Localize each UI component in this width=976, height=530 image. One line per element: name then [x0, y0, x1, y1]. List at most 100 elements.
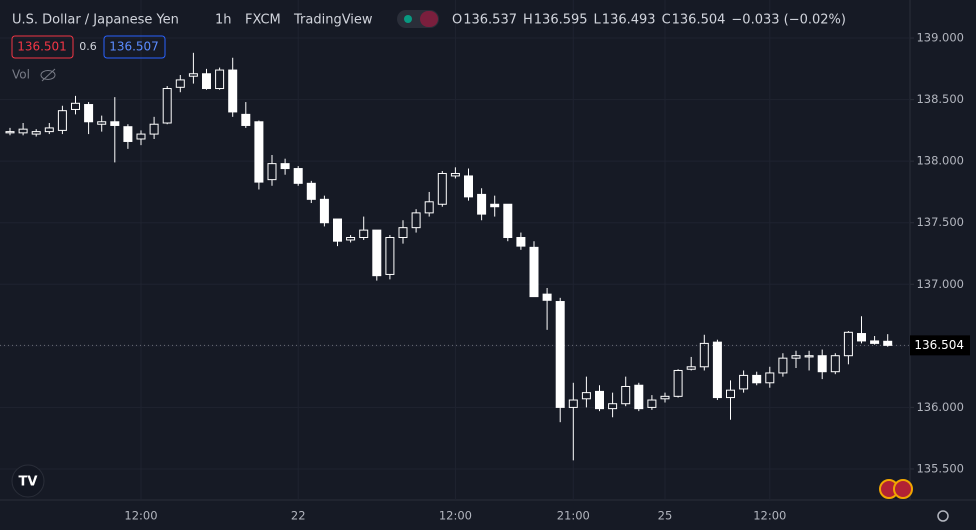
last-price-label: 136.504	[914, 338, 964, 352]
candle-body-up	[804, 355, 814, 358]
candle-body-up	[843, 331, 853, 357]
ask-box[interactable]	[103, 35, 166, 59]
candle-body-down	[817, 355, 827, 373]
last-price-badge	[910, 335, 970, 356]
ohlc-value: 136.595	[534, 13, 588, 28]
candle-body-down	[228, 69, 238, 113]
candle-body-up	[359, 229, 369, 239]
candle-body-up	[739, 374, 749, 390]
candle-body-up	[136, 133, 146, 140]
candle-body-up	[568, 399, 578, 408]
candle-body-down	[84, 104, 94, 123]
candle-body-down	[503, 203, 513, 239]
candle-body-up	[673, 369, 683, 397]
candle-body-down	[293, 168, 303, 184]
candle-body-down	[280, 163, 290, 170]
candle-body-up	[5, 131, 15, 134]
candle-body-down	[123, 126, 133, 142]
candle-body-up	[699, 342, 709, 368]
hide-icon[interactable]	[40, 68, 56, 82]
candle-body-up	[188, 73, 198, 77]
x-tick-label: 22	[291, 509, 306, 523]
y-tick-label: 138.000	[916, 154, 964, 168]
symbol-title: U.S. Dollar / Japanese Yen	[12, 13, 179, 28]
x-tick-label: 21:00	[557, 509, 590, 523]
x-tick-label: 12:00	[439, 509, 472, 523]
candle-body-down	[883, 340, 893, 346]
y-tick-label: 137.500	[916, 215, 964, 229]
tv-logo: TV	[11, 464, 45, 498]
candle-body-up	[411, 212, 421, 229]
candle-body-up	[647, 399, 657, 408]
candle-body-down	[857, 333, 866, 342]
settings-icon[interactable]	[937, 510, 949, 522]
candle-body-down	[333, 218, 342, 242]
candle-body-up	[726, 389, 735, 399]
y-tick-label: 136.000	[916, 400, 964, 414]
candle-body-down	[542, 293, 552, 301]
candle-body-down	[306, 182, 316, 200]
candle-body-up	[791, 355, 801, 359]
candle-body-up	[162, 88, 172, 124]
candle-body-down	[241, 113, 251, 126]
platform: TradingView	[293, 13, 373, 28]
candle-body-up	[267, 163, 277, 181]
candle-body-up	[31, 131, 41, 135]
candle-body-down	[595, 390, 604, 410]
candle-body-up	[215, 69, 225, 90]
candle-body-down	[712, 341, 722, 399]
svg-text:TV: TV	[19, 475, 38, 490]
candle-body-up	[18, 128, 28, 134]
candle-body-down	[516, 237, 526, 247]
candle-body-down	[464, 175, 473, 198]
y-tick-label: 138.500	[916, 92, 964, 106]
ohlc-value: 136.504	[672, 13, 726, 28]
ohlc-label: L	[594, 13, 602, 28]
bid-box[interactable]	[11, 35, 74, 59]
candle-body-up	[765, 372, 775, 384]
candle-body-up	[450, 172, 460, 177]
candle-body-down	[254, 121, 264, 183]
status-dot	[404, 15, 412, 23]
candle-body-down	[555, 301, 565, 408]
source: FXCM	[245, 13, 281, 28]
candle-body-down	[319, 198, 329, 224]
candle-body-down	[634, 384, 644, 410]
x-tick-label: 12:00	[753, 509, 786, 523]
candle-body-up	[175, 79, 185, 88]
candle-body-up	[621, 385, 631, 405]
candle-body-up	[57, 110, 67, 131]
candle-body-up	[660, 395, 670, 400]
ohlc-label: C	[662, 13, 671, 28]
candle-body-down	[490, 203, 500, 208]
candle-body-up	[71, 102, 80, 110]
candle-body-down	[870, 340, 880, 344]
candle-body-up	[97, 121, 107, 125]
x-tick-label: 12:00	[124, 509, 157, 523]
ohlc-label: H	[523, 13, 533, 28]
y-tick-label: 137.000	[916, 277, 964, 291]
y-tick-label: 135.500	[916, 461, 964, 475]
candle-body-up	[398, 227, 408, 239]
candle-body-up	[44, 127, 54, 133]
candle-body-up	[385, 237, 395, 275]
candle-body-up	[778, 357, 788, 374]
candle-body-down	[202, 73, 211, 90]
flags[interactable]	[879, 479, 913, 499]
candle-body-down	[372, 229, 382, 277]
candle-body-down	[752, 374, 762, 384]
candle-body-up	[424, 201, 434, 214]
candle-body-up	[346, 237, 356, 241]
volume-label: Vol	[12, 68, 30, 82]
candle-body-up	[437, 172, 447, 205]
candle-body-up	[581, 392, 591, 400]
x-tick-label: 25	[658, 509, 673, 523]
spread: 0.6	[79, 40, 97, 53]
status-icon	[420, 11, 438, 27]
candles	[0, 52, 910, 461]
candle-body-down	[477, 193, 487, 215]
bid: 136.501	[17, 40, 67, 54]
